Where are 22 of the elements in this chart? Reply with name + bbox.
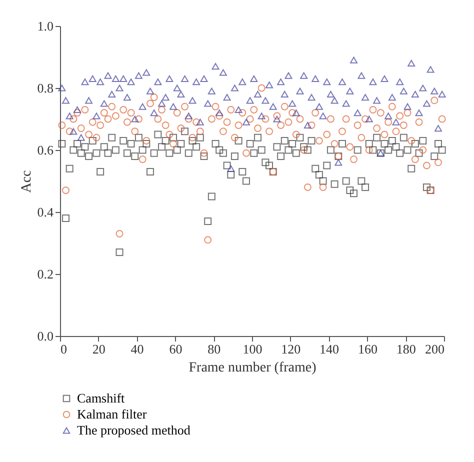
x-tick-label: 140 xyxy=(320,342,340,356)
x-tick-label: 200 xyxy=(425,342,444,356)
x-tick-label: 180 xyxy=(396,342,416,356)
legend-label: Kalman filter xyxy=(77,406,148,422)
y-tick-label: 0.8 xyxy=(37,80,54,96)
x-tick-label: 120 xyxy=(281,342,301,356)
y-tick-label: 0.2 xyxy=(37,266,54,282)
y-tick-label: 0.0 xyxy=(37,328,54,344)
y-tick-label: 1.0 xyxy=(37,18,54,34)
legend-label: The proposed method xyxy=(77,422,191,438)
x-tick-label: 160 xyxy=(358,342,378,356)
legend-label: Camshift xyxy=(77,390,126,406)
x-tick-label: 40 xyxy=(130,342,144,356)
x-tick-label: 20 xyxy=(92,342,106,356)
y-axis-title: Acc xyxy=(19,170,34,193)
x-tick-label: 80 xyxy=(208,342,221,356)
x-axis-title: Frame number (frame) xyxy=(188,360,317,376)
x-tick-label: 0 xyxy=(60,342,67,356)
x-tick-label: 100 xyxy=(242,342,262,356)
x-tick-label: 60 xyxy=(169,342,182,356)
y-tick-label: 0.6 xyxy=(37,142,54,158)
y-tick-label: 0.4 xyxy=(37,204,54,220)
